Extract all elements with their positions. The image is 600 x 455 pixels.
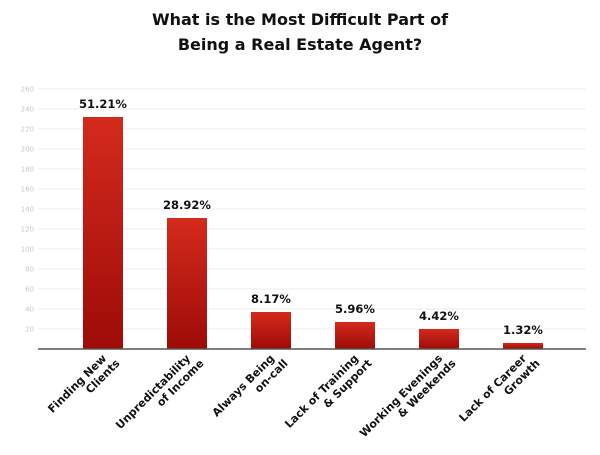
category-label-line: Unpredictability — [113, 352, 193, 432]
y-tick-label: 120 — [21, 226, 34, 234]
chart-title-line-2: Being a Real Estate Agent? — [178, 35, 422, 54]
bar — [503, 343, 543, 349]
y-tick-label: 40 — [25, 306, 34, 314]
y-tick-label: 260 — [21, 86, 34, 94]
data-label: 5.96% — [335, 302, 375, 316]
y-tick-label: 180 — [21, 166, 34, 174]
data-label: 1.32% — [503, 323, 543, 337]
y-axis-ticks: 20 40 60 80 100 120 140 160 180 200 220 240 260 — [21, 86, 34, 334]
bar — [419, 329, 459, 349]
y-tick-label: 200 — [21, 146, 34, 154]
bar — [335, 322, 375, 349]
category-label-line: Lack of Training — [282, 352, 361, 431]
y-tick-label: 60 — [25, 286, 34, 294]
gridlines — [38, 88, 586, 330]
data-labels: 51.21% 28.92% 8.17% 5.96% 4.42% 1.32% — [79, 97, 543, 337]
y-tick-label: 160 — [21, 186, 34, 194]
y-tick-label: 20 — [25, 326, 34, 334]
data-label: 8.17% — [251, 292, 291, 306]
bar — [83, 117, 123, 349]
bar — [167, 218, 207, 349]
category-label: Working Evenings& Weekends — [357, 352, 459, 440]
y-tick-label: 100 — [21, 246, 34, 254]
bars — [83, 117, 543, 349]
data-label: 4.42% — [419, 309, 459, 323]
data-label: 51.21% — [79, 97, 127, 111]
y-tick-label: 140 — [21, 206, 34, 214]
y-tick-label: 220 — [21, 126, 34, 134]
y-tick-label: 240 — [21, 106, 34, 114]
bar — [251, 312, 291, 349]
y-tick-label: 80 — [25, 266, 34, 274]
chart-title-line-1: What is the Most Difficult Part of — [152, 10, 449, 29]
data-label: 28.92% — [163, 198, 211, 212]
